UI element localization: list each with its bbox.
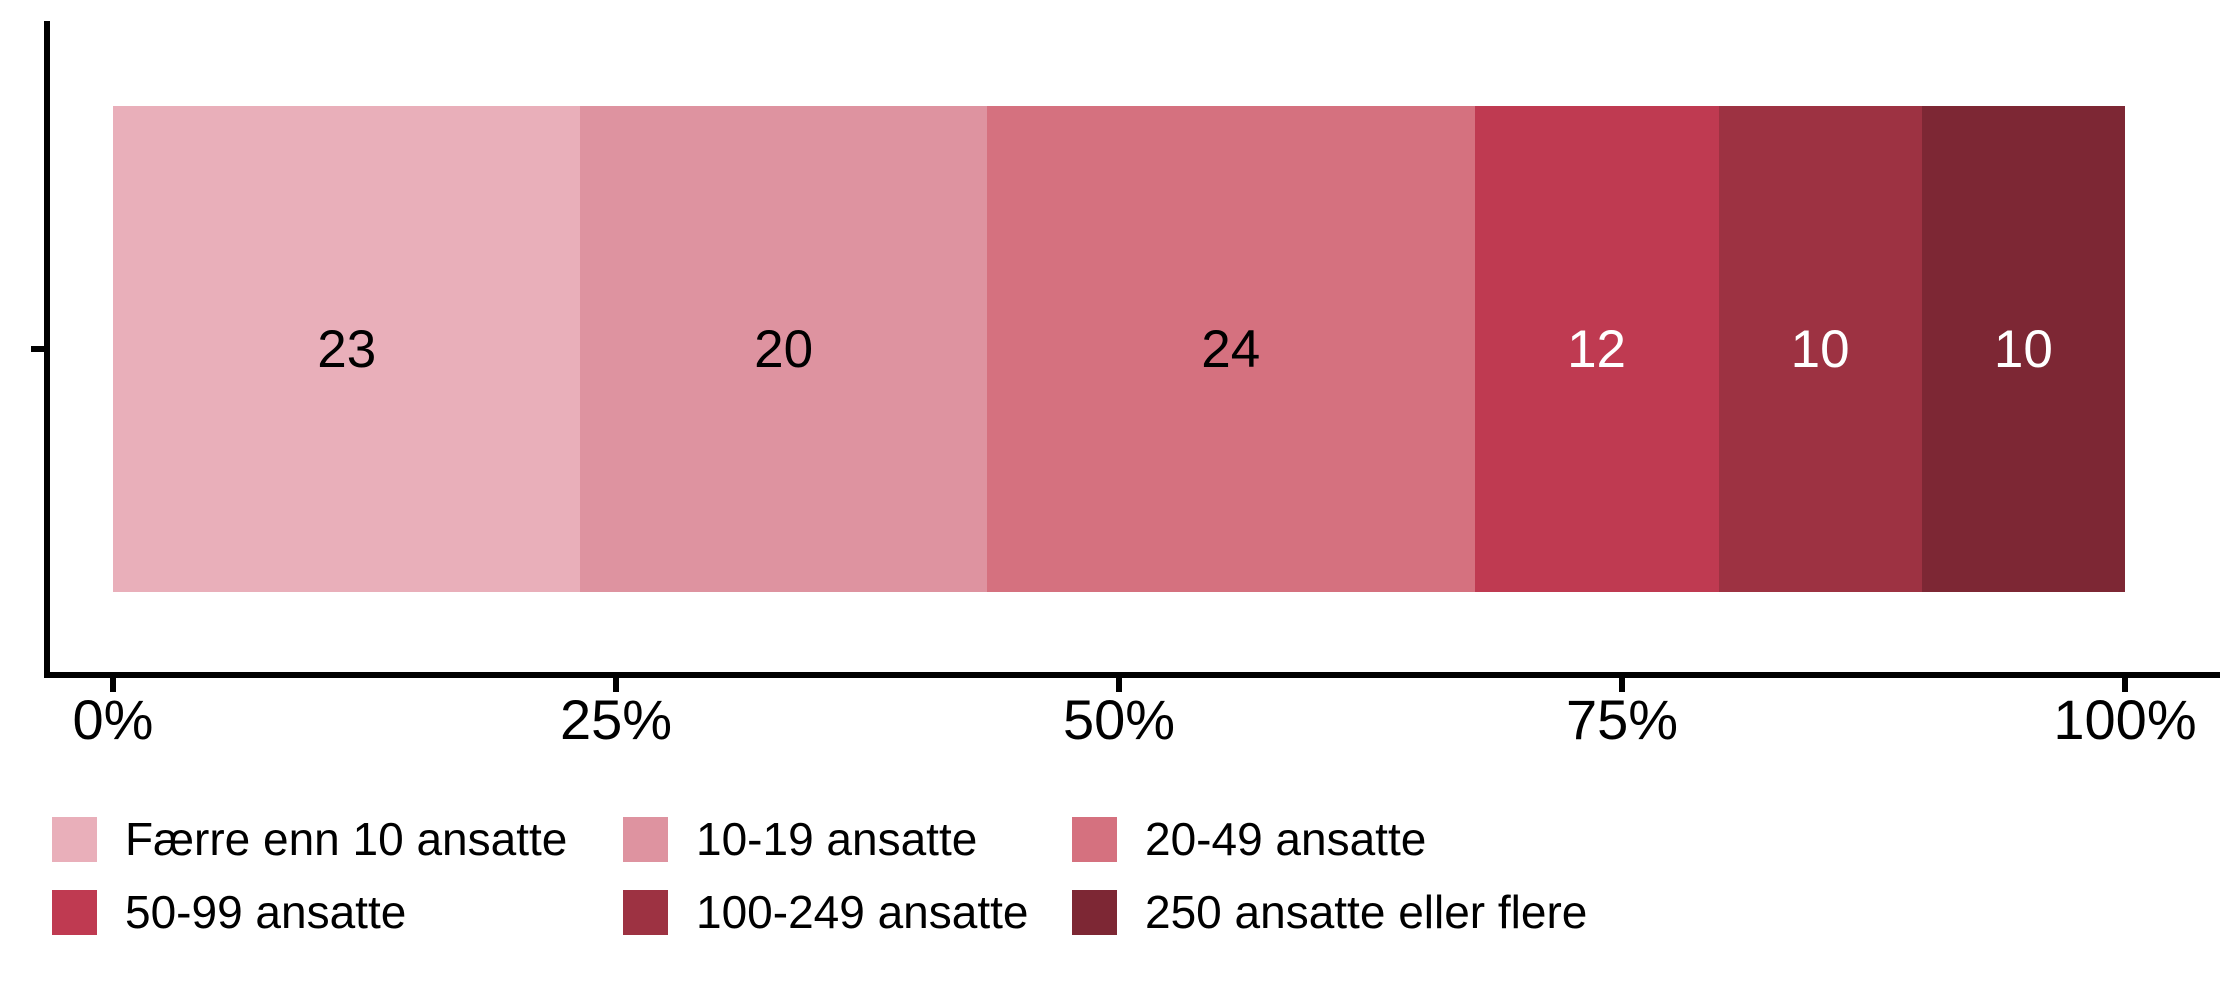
bar-segment: 24 [986, 106, 1475, 592]
x-axis-tick-label: 50% [1062, 688, 1176, 751]
x-axis-tick [613, 678, 619, 692]
x-axis-tick-label: 0% [72, 688, 154, 751]
legend-label: 50-99 ansatte [125, 886, 407, 938]
stacked-bar: 23 20 24 12 10 10 [113, 106, 2125, 592]
segment-value-label: 20 [754, 319, 814, 379]
legend-item: 250 ansatte eller flere [1072, 889, 1587, 935]
x-axis-tick-label: 100% [2053, 688, 2197, 751]
y-axis-line [44, 21, 50, 678]
legend-label: 250 ansatte eller flere [1145, 886, 1588, 938]
segment-value-label: 10 [1790, 319, 1850, 379]
legend-item: 20-49 ansatte [1072, 816, 1587, 862]
bar-segment: 23 [113, 106, 581, 592]
legend-swatch-icon [623, 816, 668, 862]
segment-value-label: 10 [1993, 319, 2053, 379]
legend-swatch-icon [1072, 816, 1117, 862]
legend-label: 10-19 ansatte [696, 813, 978, 865]
legend-label: Færre enn 10 ansatte [125, 813, 568, 865]
bar-segment: 12 [1474, 106, 1719, 592]
segment-value-label: 23 [317, 319, 377, 379]
legend: Færre enn 10 ansatte 10-19 ansatte 20-49 a… [52, 816, 1587, 935]
segment-value-label: 24 [1201, 319, 1261, 379]
legend-item: 10-19 ansatte [623, 816, 1072, 862]
y-axis-tick [31, 346, 44, 352]
bar-segment: 10 [1718, 106, 1922, 592]
bar-segment: 20 [580, 106, 987, 592]
legend-item: 100-249 ansatte [623, 889, 1072, 935]
legend-label: 100-249 ansatte [696, 886, 1029, 938]
legend-item: 50-99 ansatte [52, 889, 623, 935]
legend-swatch-icon [1072, 889, 1117, 935]
legend-item: Færre enn 10 ansatte [52, 816, 623, 862]
segment-value-label: 12 [1567, 319, 1627, 379]
x-axis-line [44, 672, 2220, 678]
legend-swatch-icon [52, 889, 97, 935]
x-axis-tick [1619, 678, 1625, 692]
x-axis-tick [110, 678, 116, 692]
x-axis-tick-label: 25% [559, 688, 673, 751]
x-axis-tick [2122, 678, 2128, 692]
x-axis-tick-label: 75% [1565, 688, 1679, 751]
legend-label: 20-49 ansatte [1145, 813, 1427, 865]
legend-swatch-icon [623, 889, 668, 935]
bar-segment: 10 [1921, 106, 2125, 592]
legend-swatch-icon [52, 816, 97, 862]
x-axis-tick [1116, 678, 1122, 692]
